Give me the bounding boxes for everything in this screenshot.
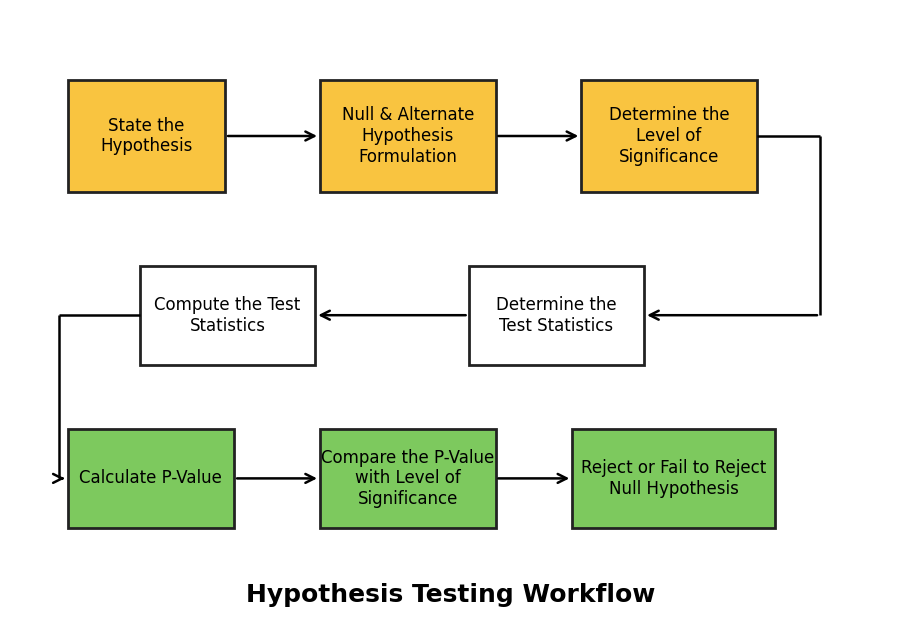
FancyBboxPatch shape [581,80,757,192]
Text: Compute the Test
Statistics: Compute the Test Statistics [154,296,301,335]
Text: State the
Hypothesis: State the Hypothesis [100,116,193,156]
FancyBboxPatch shape [140,266,315,365]
Text: Determine the
Test Statistics: Determine the Test Statistics [496,296,616,335]
Text: Compare the P-Value
with Level of
Significance: Compare the P-Value with Level of Signif… [321,449,495,508]
Text: Determine the
Level of
Significance: Determine the Level of Significance [609,106,729,166]
Text: Hypothesis Testing Workflow: Hypothesis Testing Workflow [246,583,655,607]
FancyBboxPatch shape [68,80,225,192]
FancyBboxPatch shape [320,80,496,192]
FancyBboxPatch shape [68,429,234,528]
Text: Calculate P-Value: Calculate P-Value [79,469,223,488]
FancyBboxPatch shape [572,429,775,528]
Text: Null & Alternate
Hypothesis
Formulation: Null & Alternate Hypothesis Formulation [341,106,474,166]
FancyBboxPatch shape [469,266,644,365]
FancyBboxPatch shape [320,429,496,528]
Text: Reject or Fail to Reject
Null Hypothesis: Reject or Fail to Reject Null Hypothesis [581,459,766,498]
